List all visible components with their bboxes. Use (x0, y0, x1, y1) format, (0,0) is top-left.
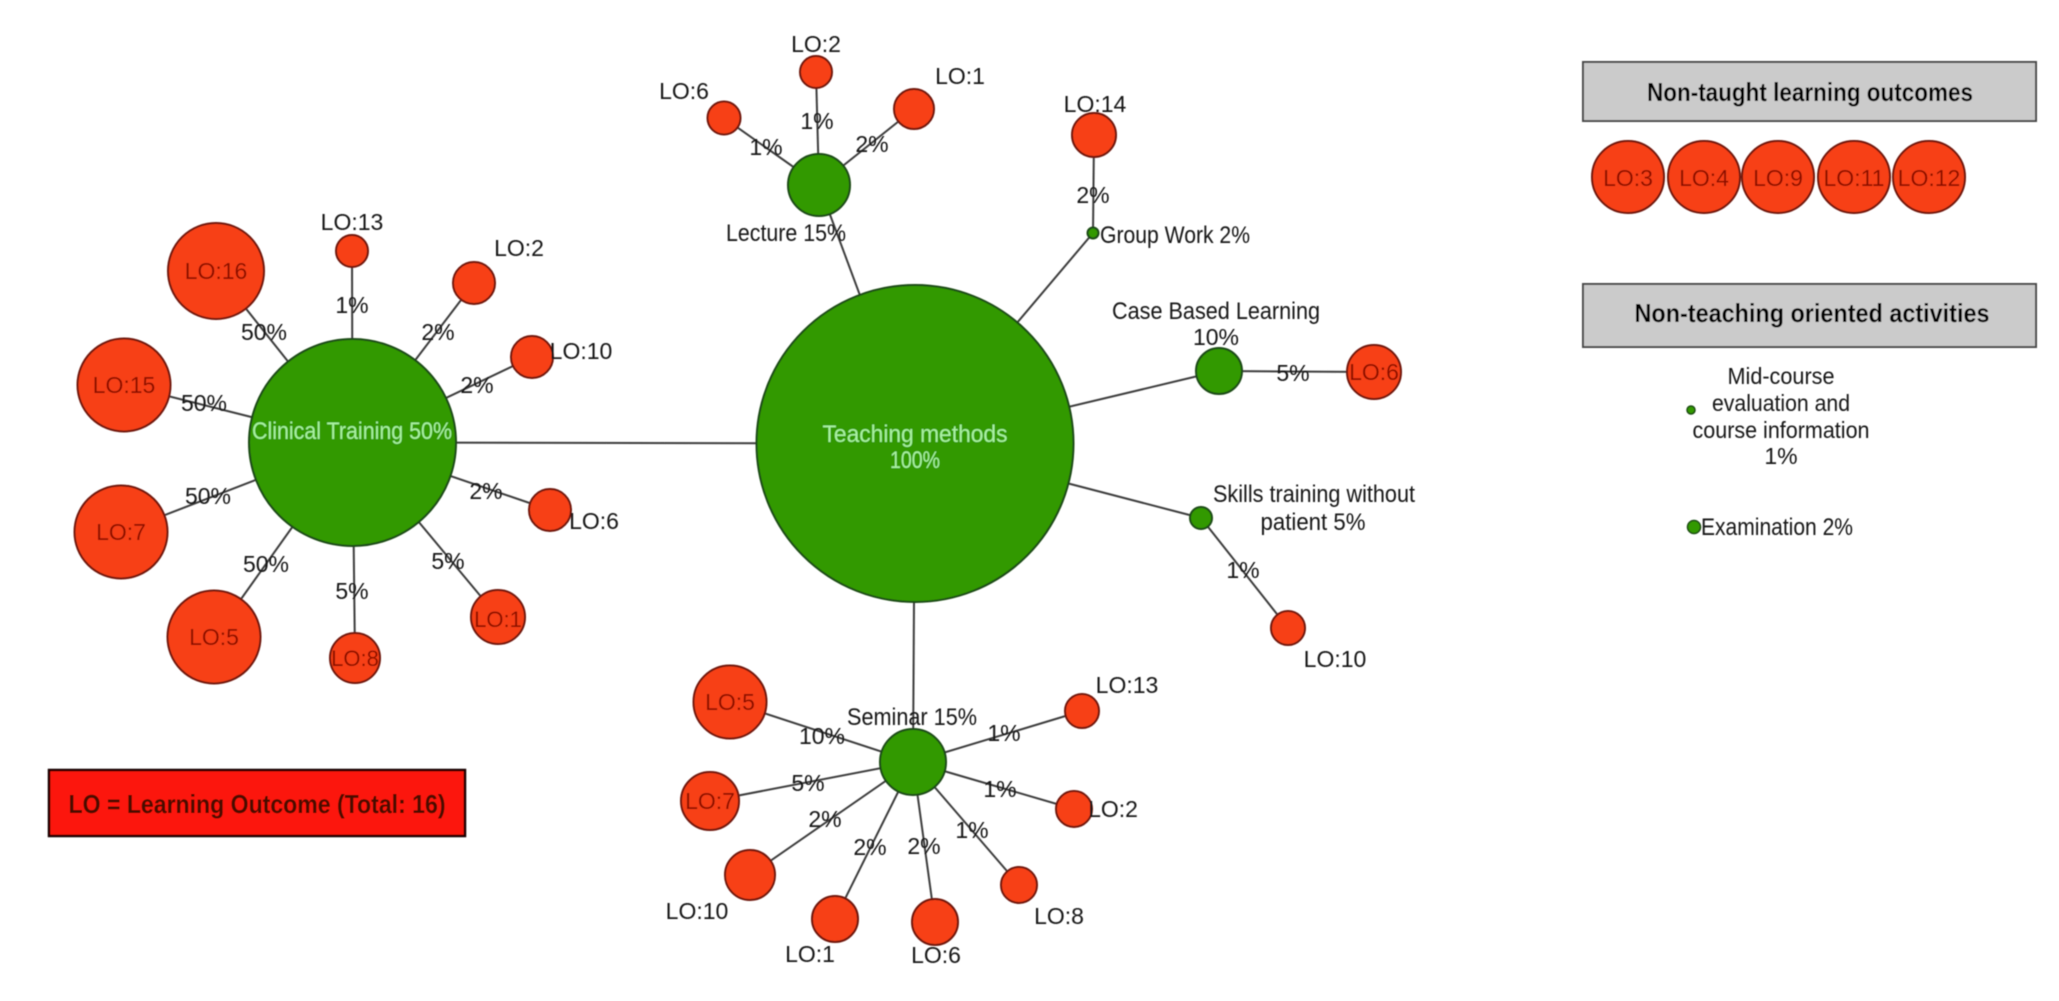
svg-text:Group Work 2%: Group Work 2% (1100, 222, 1250, 249)
svg-text:2%: 2% (1076, 182, 1109, 208)
svg-text:1%: 1% (955, 817, 988, 843)
svg-text:1%: 1% (335, 292, 368, 318)
svg-text:5%: 5% (791, 770, 824, 796)
svg-text:LO:2: LO:2 (1088, 796, 1138, 822)
svg-text:LO:5: LO:5 (189, 624, 239, 650)
svg-text:2%: 2% (469, 478, 502, 504)
svg-text:LO:10: LO:10 (666, 898, 729, 924)
svg-text:Lecture 15%: Lecture 15% (726, 220, 846, 247)
svg-text:2%: 2% (907, 833, 940, 859)
svg-text:course information: course information (1693, 417, 1870, 443)
svg-text:1%: 1% (1764, 443, 1797, 469)
svg-text:LO:7: LO:7 (96, 519, 146, 545)
svg-text:LO:5: LO:5 (705, 689, 755, 715)
svg-text:10%: 10% (1193, 324, 1239, 350)
svg-text:LO:1: LO:1 (474, 607, 522, 632)
svg-text:2%: 2% (855, 131, 888, 157)
svg-text:1%: 1% (1226, 557, 1259, 583)
svg-text:LO:7: LO:7 (685, 788, 735, 814)
svg-text:LO:14: LO:14 (1064, 91, 1127, 117)
svg-text:5%: 5% (1276, 360, 1309, 386)
svg-text:50%: 50% (241, 319, 287, 345)
svg-text:Clinical Training 50%: Clinical Training 50% (252, 418, 452, 445)
svg-text:1%: 1% (987, 720, 1020, 746)
svg-text:Seminar 15%: Seminar 15% (847, 704, 977, 731)
svg-text:2%: 2% (460, 372, 493, 398)
svg-text:LO:10: LO:10 (1304, 646, 1367, 672)
svg-text:LO:2: LO:2 (494, 235, 544, 261)
svg-text:Teaching methods: Teaching methods (823, 421, 1008, 448)
svg-text:1%: 1% (983, 776, 1016, 802)
svg-text:LO:1: LO:1 (785, 941, 835, 967)
svg-text:Case Based Learning: Case Based Learning (1112, 298, 1320, 325)
svg-text:patient 5%: patient 5% (1261, 509, 1366, 536)
svg-text:2%: 2% (853, 834, 886, 860)
svg-text:LO:6: LO:6 (569, 508, 619, 534)
svg-text:10%: 10% (799, 723, 845, 749)
svg-text:2%: 2% (421, 319, 454, 345)
svg-text:50%: 50% (243, 551, 289, 577)
svg-text:5%: 5% (431, 548, 464, 574)
svg-text:100%: 100% (890, 447, 940, 474)
svg-text:LO:15: LO:15 (93, 372, 156, 398)
svg-text:LO:10: LO:10 (550, 338, 613, 364)
svg-text:Skills training without: Skills training without (1213, 481, 1415, 508)
svg-text:LO:2: LO:2 (791, 31, 841, 57)
svg-text:Non-teaching oriented activiti: Non-teaching oriented activities (1635, 298, 1990, 328)
svg-text:LO:8: LO:8 (1034, 903, 1084, 929)
svg-text:LO:12: LO:12 (1898, 165, 1961, 191)
svg-text:LO:9: LO:9 (1753, 165, 1803, 191)
svg-text:Non-taught learning outcomes: Non-taught learning outcomes (1647, 77, 1973, 107)
svg-text:5%: 5% (335, 578, 368, 604)
svg-text:LO:3: LO:3 (1603, 165, 1653, 191)
svg-text:LO:1: LO:1 (935, 63, 985, 89)
svg-text:50%: 50% (185, 483, 231, 509)
svg-text:evaluation and: evaluation and (1712, 390, 1850, 416)
svg-text:50%: 50% (181, 390, 227, 416)
svg-text:LO:16: LO:16 (185, 258, 248, 284)
svg-text:LO:13: LO:13 (1096, 672, 1159, 698)
svg-text:Mid-course: Mid-course (1728, 363, 1835, 389)
svg-text:LO = Learning Outcome (Total:: LO = Learning Outcome (Total: 16) (69, 789, 446, 819)
svg-text:1%: 1% (749, 134, 782, 160)
svg-text:2%: 2% (808, 806, 841, 832)
svg-text:LO:6: LO:6 (1349, 359, 1399, 385)
svg-text:1%: 1% (800, 108, 833, 134)
svg-text:LO:13: LO:13 (321, 209, 384, 235)
svg-text:LO:6: LO:6 (911, 942, 961, 968)
svg-text:Examination 2%: Examination 2% (1701, 514, 1853, 541)
svg-text:LO:6: LO:6 (659, 78, 709, 104)
svg-text:LO:8: LO:8 (331, 646, 379, 671)
svg-text:LO:11: LO:11 (1824, 165, 1885, 191)
svg-text:LO:4: LO:4 (1679, 165, 1729, 191)
